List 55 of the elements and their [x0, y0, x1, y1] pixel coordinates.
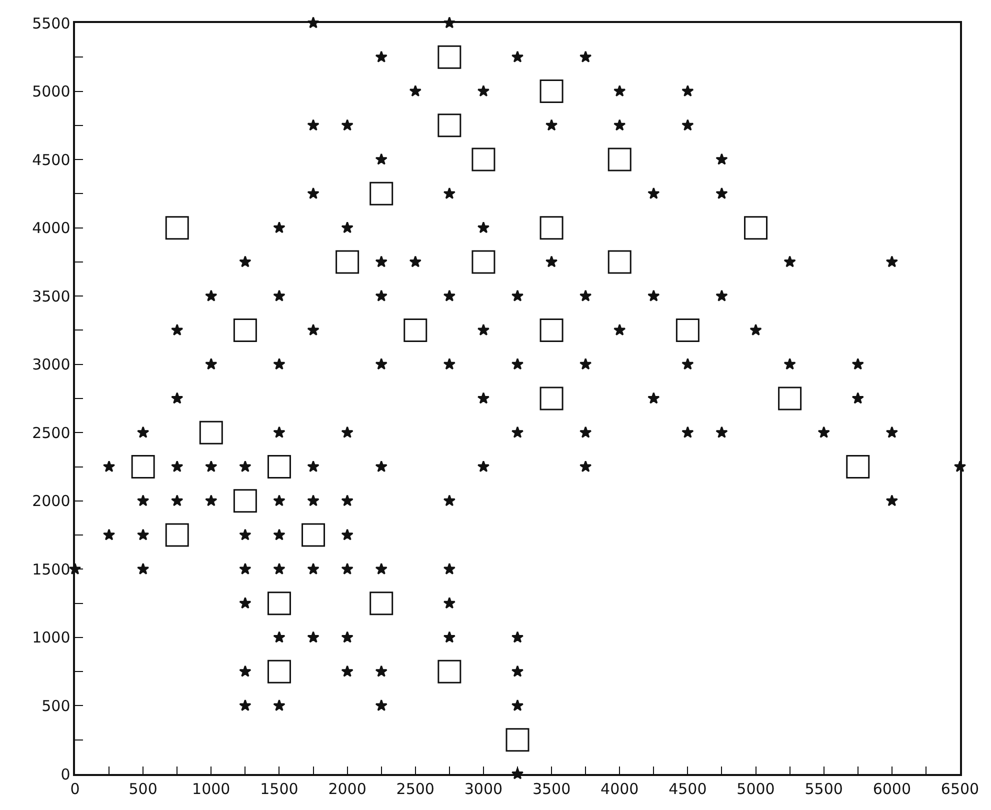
- point: [131, 455, 155, 479]
- point: [370, 182, 394, 206]
- point: [778, 386, 802, 410]
- x-tick-label: 5000: [736, 780, 775, 798]
- x-tick-label: 5500: [804, 780, 843, 798]
- y-tick-label: 500: [42, 696, 70, 715]
- point: [165, 216, 189, 240]
- point: [404, 318, 428, 342]
- y-tick-label: 4000: [32, 219, 70, 238]
- point: [165, 523, 189, 547]
- y-tick-label: 0: [60, 765, 70, 784]
- x-tick-label: 3000: [464, 780, 503, 798]
- point: [302, 523, 326, 547]
- point: [676, 318, 700, 342]
- x-tick-label: 1500: [260, 780, 298, 798]
- point: [267, 592, 291, 616]
- point: [199, 420, 223, 444]
- point: [608, 148, 632, 172]
- y-tick-label: 3500: [32, 287, 70, 306]
- point: [540, 216, 564, 240]
- x-tick-label: 2500: [396, 780, 434, 798]
- point: [233, 489, 257, 513]
- x-tick-label: 500: [128, 780, 158, 798]
- point: [744, 216, 768, 240]
- point: [846, 455, 870, 479]
- y-tick-label: 1000: [32, 628, 70, 647]
- y-tick-label: 1500: [32, 560, 70, 578]
- point: [472, 250, 496, 274]
- point: [540, 386, 564, 410]
- x-tick-label: 6000: [872, 780, 912, 798]
- point: [540, 318, 564, 342]
- point: [233, 318, 257, 342]
- y-tick-label: 2500: [32, 424, 70, 442]
- point: [336, 250, 360, 274]
- y-tick-label: 5000: [32, 82, 70, 101]
- point: [540, 80, 564, 104]
- point: [608, 250, 632, 274]
- y-tick-label: 5500: [32, 14, 70, 32]
- x-tick-label: 1000: [192, 780, 230, 798]
- y-tick-label: 2000: [32, 492, 70, 510]
- point: [267, 455, 291, 479]
- x-tick-label: 3500: [532, 780, 571, 798]
- y-tick-label: 3000: [32, 356, 70, 374]
- x-tick-label: 2000: [328, 780, 366, 798]
- x-tick-label: 4000: [600, 780, 639, 798]
- point: [438, 114, 462, 138]
- point: [370, 592, 394, 616]
- point: [506, 728, 530, 752]
- point: [438, 45, 462, 69]
- point: [438, 660, 462, 684]
- x-tick-label: 6500: [940, 780, 980, 798]
- y-tick-label: 4500: [32, 150, 70, 169]
- x-tick-label: 4500: [668, 780, 707, 798]
- point: [472, 148, 496, 172]
- point: [267, 660, 291, 684]
